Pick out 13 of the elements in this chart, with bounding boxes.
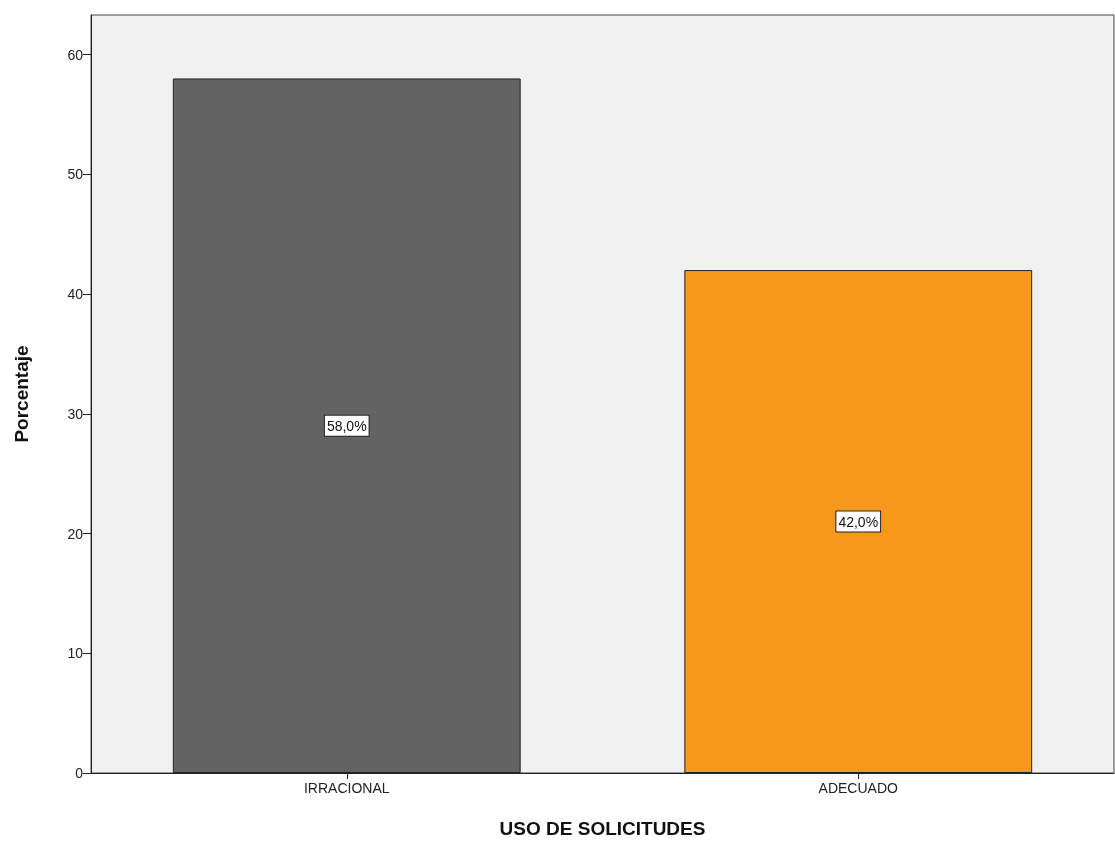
y-tick-label: 40 <box>67 286 84 303</box>
x-tick-label: IRRACIONAL <box>303 780 390 796</box>
data-label: 58,0% <box>326 417 367 434</box>
x-axis-title: USO DE SOLICITUDES <box>499 818 706 839</box>
y-tick-label: 20 <box>67 525 84 542</box>
y-tick-label: 30 <box>67 405 84 422</box>
y-tick-label: 10 <box>67 645 84 662</box>
y-axis-title: Porcentaje <box>11 345 32 443</box>
data-label: 42,0% <box>838 513 879 530</box>
y-tick-label: 50 <box>67 166 84 183</box>
y-tick-label: 0 <box>75 765 84 781</box>
y-tick-label: 60 <box>67 46 84 63</box>
x-tick-label: ADECUADO <box>818 780 899 796</box>
